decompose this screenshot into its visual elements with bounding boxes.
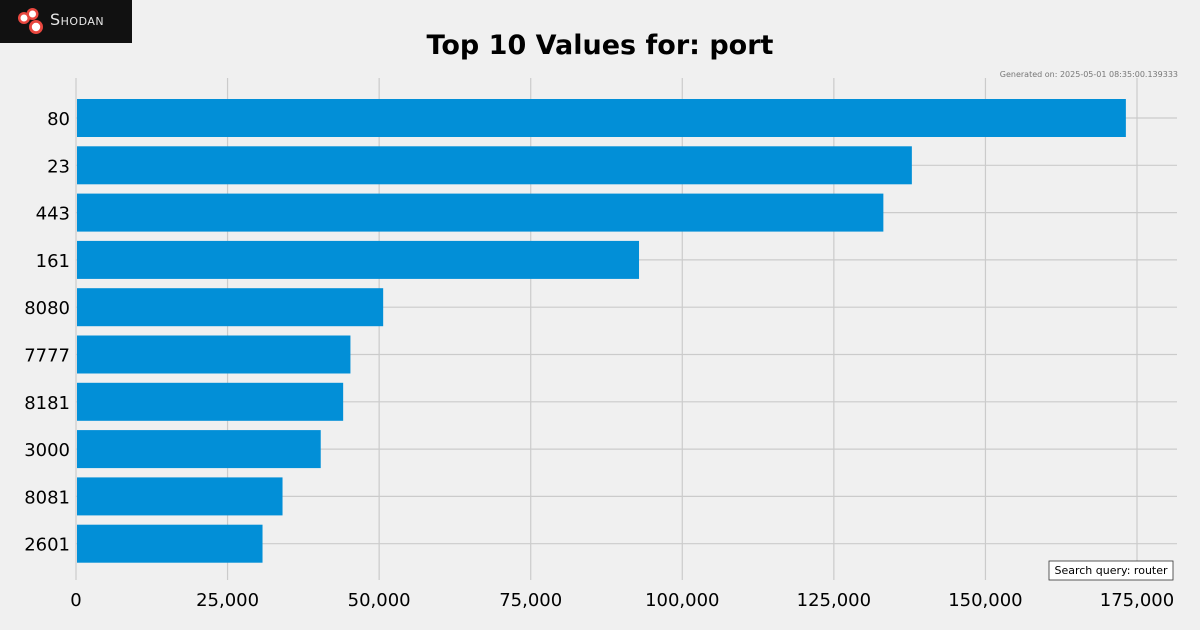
y-tick-label: 23: [47, 156, 70, 177]
y-tick-label: 8181: [24, 393, 70, 414]
y-tick-label: 161: [36, 251, 70, 272]
bars: [77, 99, 1126, 563]
bar-port-3000: [77, 430, 321, 469]
bar-port-161: [77, 240, 640, 279]
bar-port-8080: [77, 288, 384, 327]
x-tick-label: 25,000: [196, 590, 259, 611]
x-tick-labels: 0 25,000 50,000 75,000 100,000 125,000 150,000…: [70, 590, 1174, 611]
bar-port-7777: [77, 335, 351, 374]
shodan-logo: Shodan: [0, 0, 132, 43]
shodan-logo-icon: [18, 8, 43, 34]
x-tick-label: 150,000: [948, 590, 1022, 611]
bar-port-443: [77, 193, 884, 232]
shodan-logo-text: Shodan: [50, 10, 105, 29]
x-tick-label: 50,000: [348, 590, 411, 611]
search-query-label: Search query: router: [1054, 564, 1168, 577]
x-tick-label: 100,000: [645, 590, 719, 611]
generated-on-label: Generated on: 2025-05-01 08:35:00.139333: [1000, 70, 1178, 79]
x-tick-label: 0: [70, 590, 81, 611]
x-tick-label: 175,000: [1100, 590, 1174, 611]
y-tick-label: 2601: [24, 535, 70, 556]
y-tick-label: 3000: [24, 440, 70, 461]
x-tick-label: 125,000: [797, 590, 871, 611]
bar-port-8081: [77, 477, 283, 516]
bar-port-80: [77, 99, 1126, 137]
y-tick-label: 8081: [24, 487, 70, 508]
y-tick-label: 7777: [24, 346, 70, 367]
search-query-box: Search query: router: [1048, 560, 1174, 581]
x-tick-label: 75,000: [499, 590, 562, 611]
y-tick-label: 80: [47, 109, 70, 130]
bar-port-2601: [77, 524, 263, 563]
bar-port-23: [77, 146, 912, 185]
chart-title: Top 10 Values for: port: [427, 30, 774, 61]
y-tick-label: 8080: [24, 298, 70, 319]
y-tick-labels: 80 23 443 161 8080 7777 8181 3000 8081 2601: [24, 109, 70, 556]
bar-port-8181: [77, 382, 344, 421]
y-tick-label: 443: [36, 204, 70, 225]
